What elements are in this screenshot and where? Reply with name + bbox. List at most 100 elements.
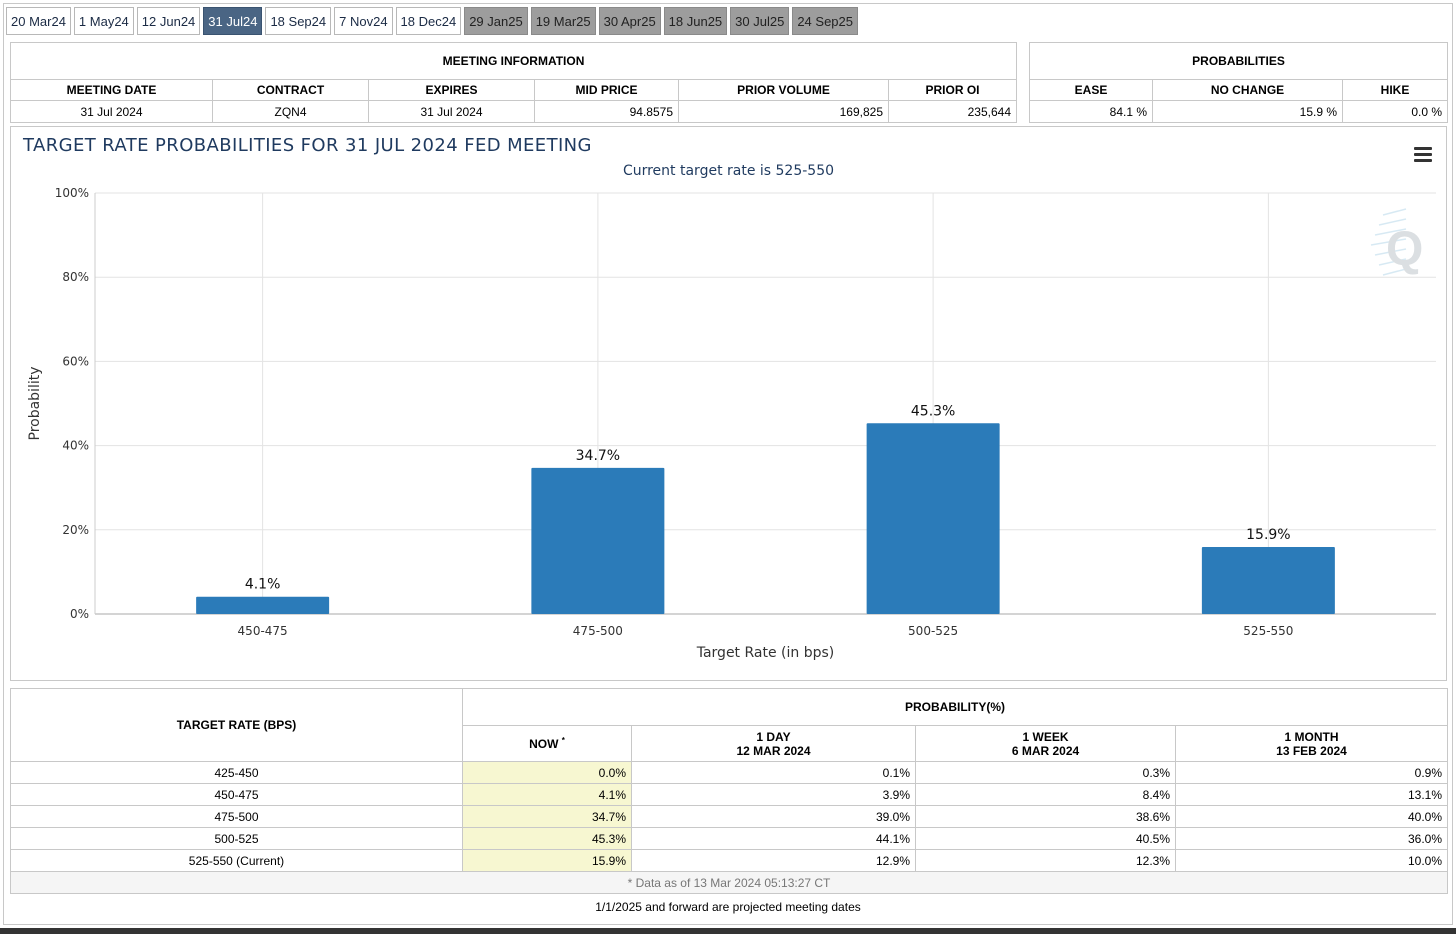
meeting-tab[interactable]: 1 May24 bbox=[73, 7, 134, 35]
one-day-header: 1 DAY 12 MAR 2024 bbox=[631, 725, 916, 762]
cell-now: 45.3% bbox=[462, 827, 632, 850]
cell-month: 36.0% bbox=[1175, 827, 1448, 850]
meeting-date-header: MEETING DATE bbox=[10, 79, 213, 101]
bar-value-label: 15.9% bbox=[1246, 527, 1290, 543]
cell-month: 10.0% bbox=[1175, 849, 1448, 872]
ease-header: EASE bbox=[1029, 79, 1153, 101]
meeting-tab[interactable]: 19 Mar25 bbox=[530, 7, 596, 35]
meeting-information-panel: MEETING INFORMATION MEETING DATE CONTRAC… bbox=[10, 42, 1017, 123]
expires-value: 31 Jul 2024 bbox=[368, 100, 535, 123]
chart-canvas: Q 0% 20% 40% 60% 80% 100% 4.1% 450-475 34.7% 475-5… bbox=[27, 186, 1436, 661]
hike-header: HIKE bbox=[1342, 79, 1448, 101]
table-row: 525-550 (Current) 15.9% 12.9% 12.3% 10.0% bbox=[10, 849, 1448, 872]
ease-value: 84.1 % bbox=[1029, 100, 1153, 123]
projected-dates-note: 1/1/2025 and forward are projected meeti… bbox=[595, 900, 861, 914]
meeting-tab[interactable]: 7 Nov24 bbox=[334, 7, 393, 35]
chart-title: TARGET RATE PROBABILITIES FOR 31 JUL 202… bbox=[23, 135, 592, 156]
cell-day: 3.9% bbox=[631, 783, 916, 806]
cell-now: 4.1% bbox=[462, 783, 632, 806]
target-rate-probability-table: TARGET RATE (BPS) PROBABILITY(%) NOW * 1… bbox=[10, 688, 1448, 894]
cell-rate: 425-450 bbox=[10, 761, 463, 784]
watermark-logo: Q bbox=[1370, 208, 1423, 276]
x-tick-label: 525-550 bbox=[1243, 624, 1293, 638]
cell-now: 15.9% bbox=[462, 849, 632, 872]
cell-day: 12.9% bbox=[631, 849, 916, 872]
y-tick-label: 60% bbox=[62, 354, 89, 368]
chart-subtitle: Current target rate is 525-550 bbox=[622, 163, 835, 179]
prior-oi-header: PRIOR OI bbox=[888, 79, 1017, 101]
bar-450-475 bbox=[196, 596, 330, 614]
y-tick-label: 0% bbox=[70, 607, 89, 621]
meeting-tab[interactable]: 20 Mar24 bbox=[6, 7, 71, 35]
table-row: 425-450 0.0% 0.1% 0.3% 0.9% bbox=[10, 761, 1448, 784]
contract-value: ZQN4 bbox=[212, 100, 369, 123]
cell-month: 13.1% bbox=[1175, 783, 1448, 806]
y-axis-title: Probability bbox=[27, 366, 43, 440]
bar-475-500 bbox=[531, 467, 665, 614]
bar-value-label: 4.1% bbox=[245, 577, 281, 593]
meeting-tab[interactable]: 24 Sep25 bbox=[792, 7, 858, 35]
mid-price-header: MID PRICE bbox=[534, 79, 679, 101]
cell-week: 8.4% bbox=[915, 783, 1176, 806]
hamburger-menu-icon[interactable] bbox=[1414, 147, 1432, 163]
cell-day: 44.1% bbox=[631, 827, 916, 850]
meeting-tab[interactable]: 31 Jul24 bbox=[203, 7, 263, 35]
prior-volume-value: 169,825 bbox=[678, 100, 889, 123]
one-month-header: 1 MONTH 13 FEB 2024 bbox=[1175, 725, 1448, 762]
y-tick-label: 40% bbox=[62, 439, 89, 453]
no-change-value: 15.9 % bbox=[1152, 100, 1343, 123]
bottom-edge bbox=[0, 928, 1456, 934]
cell-week: 12.3% bbox=[915, 849, 1176, 872]
probabilities-title: PROBABILITIES bbox=[1029, 42, 1448, 80]
expires-header: EXPIRES bbox=[368, 79, 535, 101]
contract-header: CONTRACT bbox=[212, 79, 369, 101]
prior-volume-header: PRIOR VOLUME bbox=[678, 79, 889, 101]
cell-rate: 450-475 bbox=[10, 783, 463, 806]
meeting-tab[interactable]: 18 Jun25 bbox=[663, 7, 728, 35]
cell-now: 0.0% bbox=[462, 761, 632, 784]
hike-value: 0.0 % bbox=[1342, 100, 1448, 123]
cell-rate: 525-550 (Current) bbox=[10, 849, 463, 872]
y-tick-label: 20% bbox=[62, 523, 89, 537]
cell-now: 34.7% bbox=[462, 805, 632, 828]
y-tick-label: 80% bbox=[62, 270, 89, 284]
meeting-tab[interactable]: 30 Jul25 bbox=[730, 7, 790, 35]
cell-week: 0.3% bbox=[915, 761, 1176, 784]
cell-day: 39.0% bbox=[631, 805, 916, 828]
svg-text:Q: Q bbox=[1386, 223, 1423, 276]
x-tick-label: 475-500 bbox=[573, 624, 623, 638]
y-tick-label: 100% bbox=[55, 186, 89, 200]
bar-500-525 bbox=[866, 423, 1000, 614]
meeting-tab[interactable]: 30 Apr25 bbox=[598, 7, 661, 35]
x-tick-label: 450-475 bbox=[238, 624, 288, 638]
bar-value-label: 45.3% bbox=[911, 403, 955, 419]
cell-rate: 500-525 bbox=[10, 827, 463, 850]
bar-value-label: 34.7% bbox=[576, 448, 620, 464]
x-axis-title: Target Rate (in bps) bbox=[696, 645, 835, 661]
meeting-tab[interactable]: 18 Sep24 bbox=[265, 7, 332, 35]
one-week-header: 1 WEEK 6 MAR 2024 bbox=[915, 725, 1176, 762]
table-row: 500-525 45.3% 44.1% 40.5% 36.0% bbox=[10, 827, 1448, 850]
meeting-tabs: 20 Mar24 1 May24 12 Jun24 31 Jul24 18 Sep24 7… bbox=[6, 7, 858, 35]
no-change-header: NO CHANGE bbox=[1152, 79, 1343, 101]
now-header: NOW * bbox=[462, 725, 632, 762]
bar-525-550 bbox=[1201, 547, 1335, 614]
cell-week: 38.6% bbox=[915, 805, 1176, 828]
table-row: 450-475 4.1% 3.9% 8.4% 13.1% bbox=[10, 783, 1448, 806]
meeting-tab[interactable]: 29 Jan25 bbox=[464, 7, 528, 35]
meeting-information-title: MEETING INFORMATION bbox=[10, 42, 1017, 80]
page-frame bbox=[3, 3, 1453, 925]
cell-month: 40.0% bbox=[1175, 805, 1448, 828]
data-timestamp-note: * Data as of 13 Mar 2024 05:13:27 CT bbox=[10, 871, 1448, 894]
probability-group-header: PROBABILITY(%) bbox=[462, 688, 1448, 726]
meeting-tab[interactable]: 12 Jun24 bbox=[136, 7, 201, 35]
prior-oi-value: 235,644 bbox=[888, 100, 1017, 123]
probabilities-panel: PROBABILITIES EASE NO CHANGE HIKE 84.1 %… bbox=[1029, 42, 1448, 123]
meeting-tab[interactable]: 18 Dec24 bbox=[395, 7, 462, 35]
meeting-date-value: 31 Jul 2024 bbox=[10, 100, 213, 123]
target-rate-chart: Q 0% 20% 40% 60% 80% 100% 4.1% 450-475 34.7% 475-5… bbox=[10, 126, 1447, 681]
x-tick-label: 500-525 bbox=[908, 624, 958, 638]
cell-day: 0.1% bbox=[631, 761, 916, 784]
target-rate-header: TARGET RATE (BPS) bbox=[10, 688, 463, 762]
mid-price-value: 94.8575 bbox=[534, 100, 679, 123]
